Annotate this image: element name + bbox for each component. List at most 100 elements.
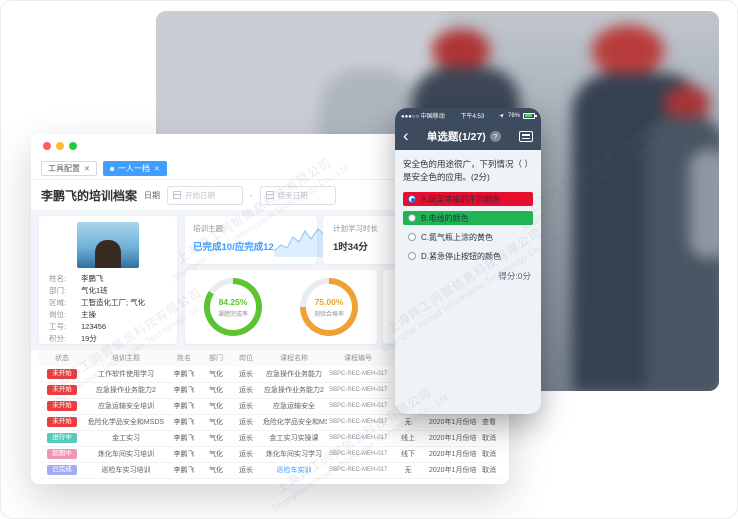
start-date-placeholder: 开始日期 <box>185 190 216 200</box>
cell-topic: 金工实习 <box>85 430 167 447</box>
row-action-link[interactable]: 查看 <box>482 419 496 426</box>
option-label: B.电线的颜色 <box>421 213 469 223</box>
status-badge: 未开始 <box>47 385 77 395</box>
cell-topic: 应急操作业务能力2 <box>85 382 167 399</box>
donut-percent: 84.25% <box>218 296 248 307</box>
row-action-link[interactable]: 取消 <box>482 467 496 474</box>
cell-topic: 工作软件使用学习 <box>85 366 167 383</box>
cell-name: 李鹏飞 <box>167 366 201 383</box>
topic-progress-value: 已完成10/应完成12 <box>193 242 274 253</box>
quiz-option[interactable]: B.电线的颜色 <box>403 211 533 226</box>
status-badge: 超期中 <box>47 449 77 459</box>
help-icon[interactable]: ? <box>489 131 501 142</box>
profile-field-row: 岗位: 主操 <box>49 309 167 321</box>
status-badge: 进行中 <box>47 433 77 443</box>
page-title: 李鹏飞的培训档案 <box>41 188 138 203</box>
radio-icon[interactable] <box>408 233 416 242</box>
table-row: 进行中 金工实习 李鹏飞 气化 运长 金工实习实操课 SBPC-REC-MEH-… <box>39 430 501 447</box>
field-value: 李鹏飞 <box>81 274 104 283</box>
photo-red-helmet <box>592 25 664 77</box>
cell-course[interactable]: 金工实习实操课 <box>269 435 319 442</box>
tab-close-icon[interactable]: ✕ <box>153 165 160 173</box>
row-action-link[interactable]: 取消 <box>482 451 496 458</box>
sparkline-chart <box>273 228 326 257</box>
status-badge: 未开始 <box>47 401 77 411</box>
cell-name: 李鹏飞 <box>167 430 201 447</box>
cell-topic: 危险化学品安全和MSDS <box>85 414 167 431</box>
cell-department: 气化 <box>201 446 231 463</box>
cell-department: 气化 <box>201 382 231 399</box>
field-value: 工智造化工厂; 气化 <box>81 298 146 307</box>
cell-course[interactable]: 危险化学品安全和MSDS <box>263 419 327 426</box>
field-label: 积分: <box>49 334 67 343</box>
maximize-window-icon[interactable] <box>69 142 77 150</box>
answer-sheet-icon[interactable] <box>519 131 533 142</box>
table-header-cell: 姓名 <box>167 350 201 366</box>
cell-position: 运长 <box>231 366 261 383</box>
start-date-input[interactable]: 开始日期 <box>167 185 244 205</box>
table-header-cell: 课程名称 <box>261 350 327 366</box>
donut-label: 测验合格率 <box>313 311 344 318</box>
row-action-link[interactable]: 取消 <box>482 435 496 442</box>
battery-icon <box>523 112 537 119</box>
table-body: 未开始 工作软件使用学习 李鹏飞 气化 运长 应急操作业务能力 SBPC-REC… <box>39 366 501 479</box>
cell-course-code: SBPC-REC-MEH-017 <box>327 430 389 447</box>
phone-mockup: ●●●○○ 中国移动 下午4:53 ➤ 76% ‹ 单选题(1/27) ? 安全… <box>395 108 541 414</box>
cell-name: 李鹏飞 <box>167 414 201 431</box>
field-value: 123456 <box>81 322 107 331</box>
location-arrow-icon: ➤ <box>498 111 507 120</box>
cell-plan-name: 2020年1月份培训计划 <box>427 446 477 463</box>
quiz-option[interactable]: D.紧急停止按钮的颜色 <box>403 249 533 263</box>
option-label: D.紧急停止按钮的颜色 <box>421 251 501 261</box>
photo-red-helmet <box>664 85 710 121</box>
cell-course[interactable]: 应急操作业务能力 <box>266 370 322 378</box>
back-button[interactable]: ‹ <box>403 126 409 145</box>
profile-field-row: 积分: 19分 <box>49 333 167 345</box>
cell-training-mode: 无 <box>389 462 427 479</box>
question-area: 安全色的用途很广，下列情况（ ）是安全色的应用。(2分) A.蔬菜等级的不同颜色… <box>395 150 541 282</box>
donut-label: 课题完成率 <box>217 311 248 318</box>
training-topic-card: 培训主题: 已完成10/应完成12 <box>185 216 326 264</box>
cell-department: 气化 <box>201 414 231 431</box>
table-header-cell: 课程编号 <box>327 350 389 366</box>
radio-icon[interactable] <box>408 195 416 204</box>
field-label: 工号: <box>49 322 67 331</box>
field-value: 19分 <box>81 334 97 343</box>
cell-training-mode: 无 <box>389 414 427 431</box>
close-window-icon[interactable] <box>43 142 51 150</box>
status-badge: 未开始 <box>47 369 77 379</box>
field-label: 岗位: <box>49 310 67 319</box>
quiz-option[interactable]: A.蔬菜等级的不同颜色 <box>403 192 533 207</box>
cell-course[interactable]: 应急运输安全 <box>273 403 315 410</box>
clock-label: 下午4:53 <box>460 114 485 120</box>
status-badge: 未开始 <box>47 417 77 427</box>
tab-close-icon[interactable]: ✕ <box>84 165 90 173</box>
cell-training-mode: 线上 <box>389 430 427 447</box>
tab-tool-config[interactable]: 工具配置 ✕ <box>41 161 97 176</box>
phone-status-bar: ●●●○○ 中国移动 下午4:53 ➤ 76% <box>395 108 541 123</box>
cell-plan-name: 2020年1月份培训计划 <box>427 462 477 479</box>
cell-position: 运长 <box>231 462 261 479</box>
cell-course[interactable]: 巡检车实训 <box>276 467 312 474</box>
calendar-icon <box>173 191 182 199</box>
table-row: 已完成 巡检车实习培训 李鹏飞 气化 运长 巡检车实训 SBPC-REC-MEH… <box>39 462 501 479</box>
field-value: 主操 <box>81 310 96 319</box>
radio-icon[interactable] <box>408 252 416 261</box>
tab-bar: 工具配置 ✕ 一人一档 ✕ <box>31 158 509 180</box>
options-list: A.蔬菜等级的不同颜色 B.电线的颜色 C.氮气瓶上涂的黄色 D.紧急停止按钮的… <box>403 192 533 263</box>
minimize-window-icon[interactable] <box>56 142 64 150</box>
cell-course[interactable]: 炼化车间实习学习 <box>266 451 322 458</box>
radio-icon[interactable] <box>408 214 416 223</box>
cell-course[interactable]: 应急操作业务能力2 <box>264 387 324 394</box>
table-header-cell: 状态 <box>39 350 85 366</box>
quiz-option[interactable]: C.氮气瓶上涂的黄色 <box>403 230 533 244</box>
tab-person-archive[interactable]: 一人一档 ✕ <box>102 161 167 176</box>
profile-field-row: 部门: 气化1班 <box>49 285 167 297</box>
field-label: 区域: <box>49 298 67 307</box>
calendar-icon <box>265 191 274 199</box>
table-header-cell: 培训主题 <box>85 350 167 366</box>
end-date-input[interactable]: 结束日期 <box>259 185 336 205</box>
profile-field-row: 姓名: 李鹏飞 <box>49 273 167 285</box>
photo-worker-arm <box>689 149 719 259</box>
